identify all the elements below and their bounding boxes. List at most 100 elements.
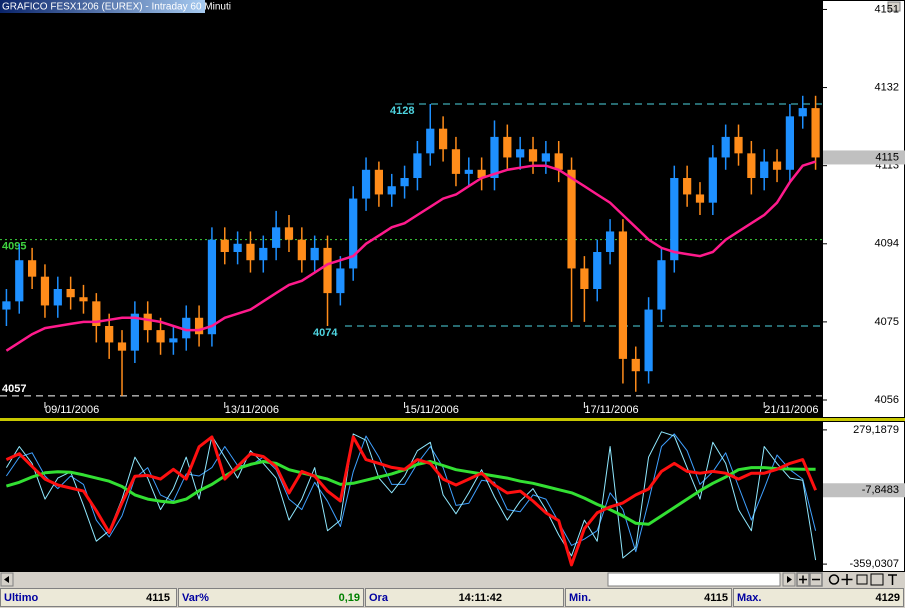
candle-body xyxy=(361,169,371,199)
status-label: Ultimo xyxy=(4,592,39,604)
candle-body xyxy=(156,330,165,343)
candle-body xyxy=(220,239,229,253)
candle-body xyxy=(182,317,191,339)
candle-body xyxy=(785,116,795,170)
candle-body xyxy=(670,178,679,261)
candle-body xyxy=(387,186,396,195)
move-tool[interactable] xyxy=(841,574,853,585)
price-plot xyxy=(0,0,822,418)
zoom-tools[interactable] xyxy=(796,572,897,587)
candle-body xyxy=(246,243,255,261)
price-tag-label: 4115 xyxy=(875,151,899,163)
candle-body xyxy=(811,108,820,158)
level-label: 4057 xyxy=(2,383,26,395)
candle-body xyxy=(644,309,653,372)
candle-body xyxy=(79,297,88,302)
oscillator-line xyxy=(5,460,816,526)
x-tick-label: 15/11/2006 xyxy=(405,404,459,416)
candle-body xyxy=(490,136,499,179)
text-tool[interactable] xyxy=(888,574,897,585)
candle-body xyxy=(438,128,448,150)
candle-body xyxy=(143,313,152,331)
candle-body xyxy=(657,260,666,310)
candle-body xyxy=(169,338,178,343)
candle-body xyxy=(259,247,268,261)
arrow xyxy=(787,576,792,583)
candle-body xyxy=(284,227,294,240)
value-tag xyxy=(823,483,905,498)
status-label: Var% xyxy=(182,592,209,604)
chart-title: GRAFICO FESX1206 (EUREX) - Intraday 60 M… xyxy=(2,2,231,13)
candle-body xyxy=(297,239,306,261)
candle-body xyxy=(516,149,525,158)
status-cell xyxy=(178,588,364,607)
oscillator-line xyxy=(5,435,817,567)
y-tick-label: 4075 xyxy=(875,316,899,328)
candle-body xyxy=(554,153,563,170)
candle-body xyxy=(605,231,615,253)
x-tick-label: 21/11/2006 xyxy=(764,404,818,416)
x-tick-label: 09/11/2006 xyxy=(45,404,99,416)
window-icon[interactable] xyxy=(887,1,901,12)
y-tick-label: 279,1879 xyxy=(853,424,899,436)
status-value: 4115 xyxy=(704,592,728,604)
table-tool[interactable] xyxy=(870,573,884,586)
status-value: 14:11:42 xyxy=(459,592,502,604)
title-box xyxy=(0,0,205,13)
status-cell xyxy=(0,588,177,607)
candle-body xyxy=(336,268,345,294)
status-cell xyxy=(365,588,564,607)
status-cell xyxy=(565,588,732,607)
candle-body xyxy=(734,136,743,154)
price-axis xyxy=(822,0,905,418)
candle-body xyxy=(272,227,281,248)
x-tick-label: 13/11/2006 xyxy=(225,404,279,416)
candle-body xyxy=(40,276,50,306)
scrollbar[interactable] xyxy=(0,572,905,587)
candle-body xyxy=(413,153,422,179)
candle-body xyxy=(541,153,550,162)
candle-body xyxy=(400,178,409,187)
value-tag-label: -7,8483 xyxy=(862,484,899,496)
candle-body xyxy=(15,260,24,302)
status-value: 0,19 xyxy=(339,592,360,604)
candle-body xyxy=(374,169,384,195)
candle-body xyxy=(117,342,127,351)
candle-body xyxy=(92,301,101,327)
scroll-thumb[interactable] xyxy=(607,572,781,587)
candle-body xyxy=(464,169,473,174)
candle-body xyxy=(631,358,640,372)
candle-body xyxy=(27,260,37,277)
status-label: Max. xyxy=(737,592,761,604)
candle-body xyxy=(618,231,628,359)
candle-body xyxy=(426,128,435,154)
status-bar: Ultimo 4115 Var% 0,19 Ora 14:11:42 Min. 4115 Max… xyxy=(0,588,904,607)
candle-body xyxy=(66,289,75,298)
level-label: 4095 xyxy=(2,241,26,253)
status-value: 4115 xyxy=(146,592,170,604)
candle-body xyxy=(233,243,242,253)
y-tick-label: 4056 xyxy=(875,394,899,406)
candle-body xyxy=(207,239,217,335)
icon xyxy=(799,575,807,584)
y-tick-label: 4132 xyxy=(875,81,899,93)
candle-body xyxy=(721,136,730,158)
grid-tool[interactable] xyxy=(856,574,868,585)
status-label: Min. xyxy=(569,592,591,604)
status-value: 4129 xyxy=(876,592,900,604)
y-tick-label: 4151 xyxy=(875,3,899,15)
candle-body xyxy=(2,301,11,310)
arrow xyxy=(4,576,9,583)
moving-average xyxy=(5,160,816,352)
target-tool[interactable] xyxy=(828,574,840,585)
candle-body xyxy=(798,108,807,117)
candle-body xyxy=(323,247,332,294)
candle-body xyxy=(451,149,461,174)
y-tick-label: -359,0307 xyxy=(849,558,899,570)
candle-body xyxy=(194,317,204,335)
y-tick-label: 4094 xyxy=(875,238,899,250)
candle-body xyxy=(772,161,782,170)
candle-body xyxy=(747,153,756,179)
